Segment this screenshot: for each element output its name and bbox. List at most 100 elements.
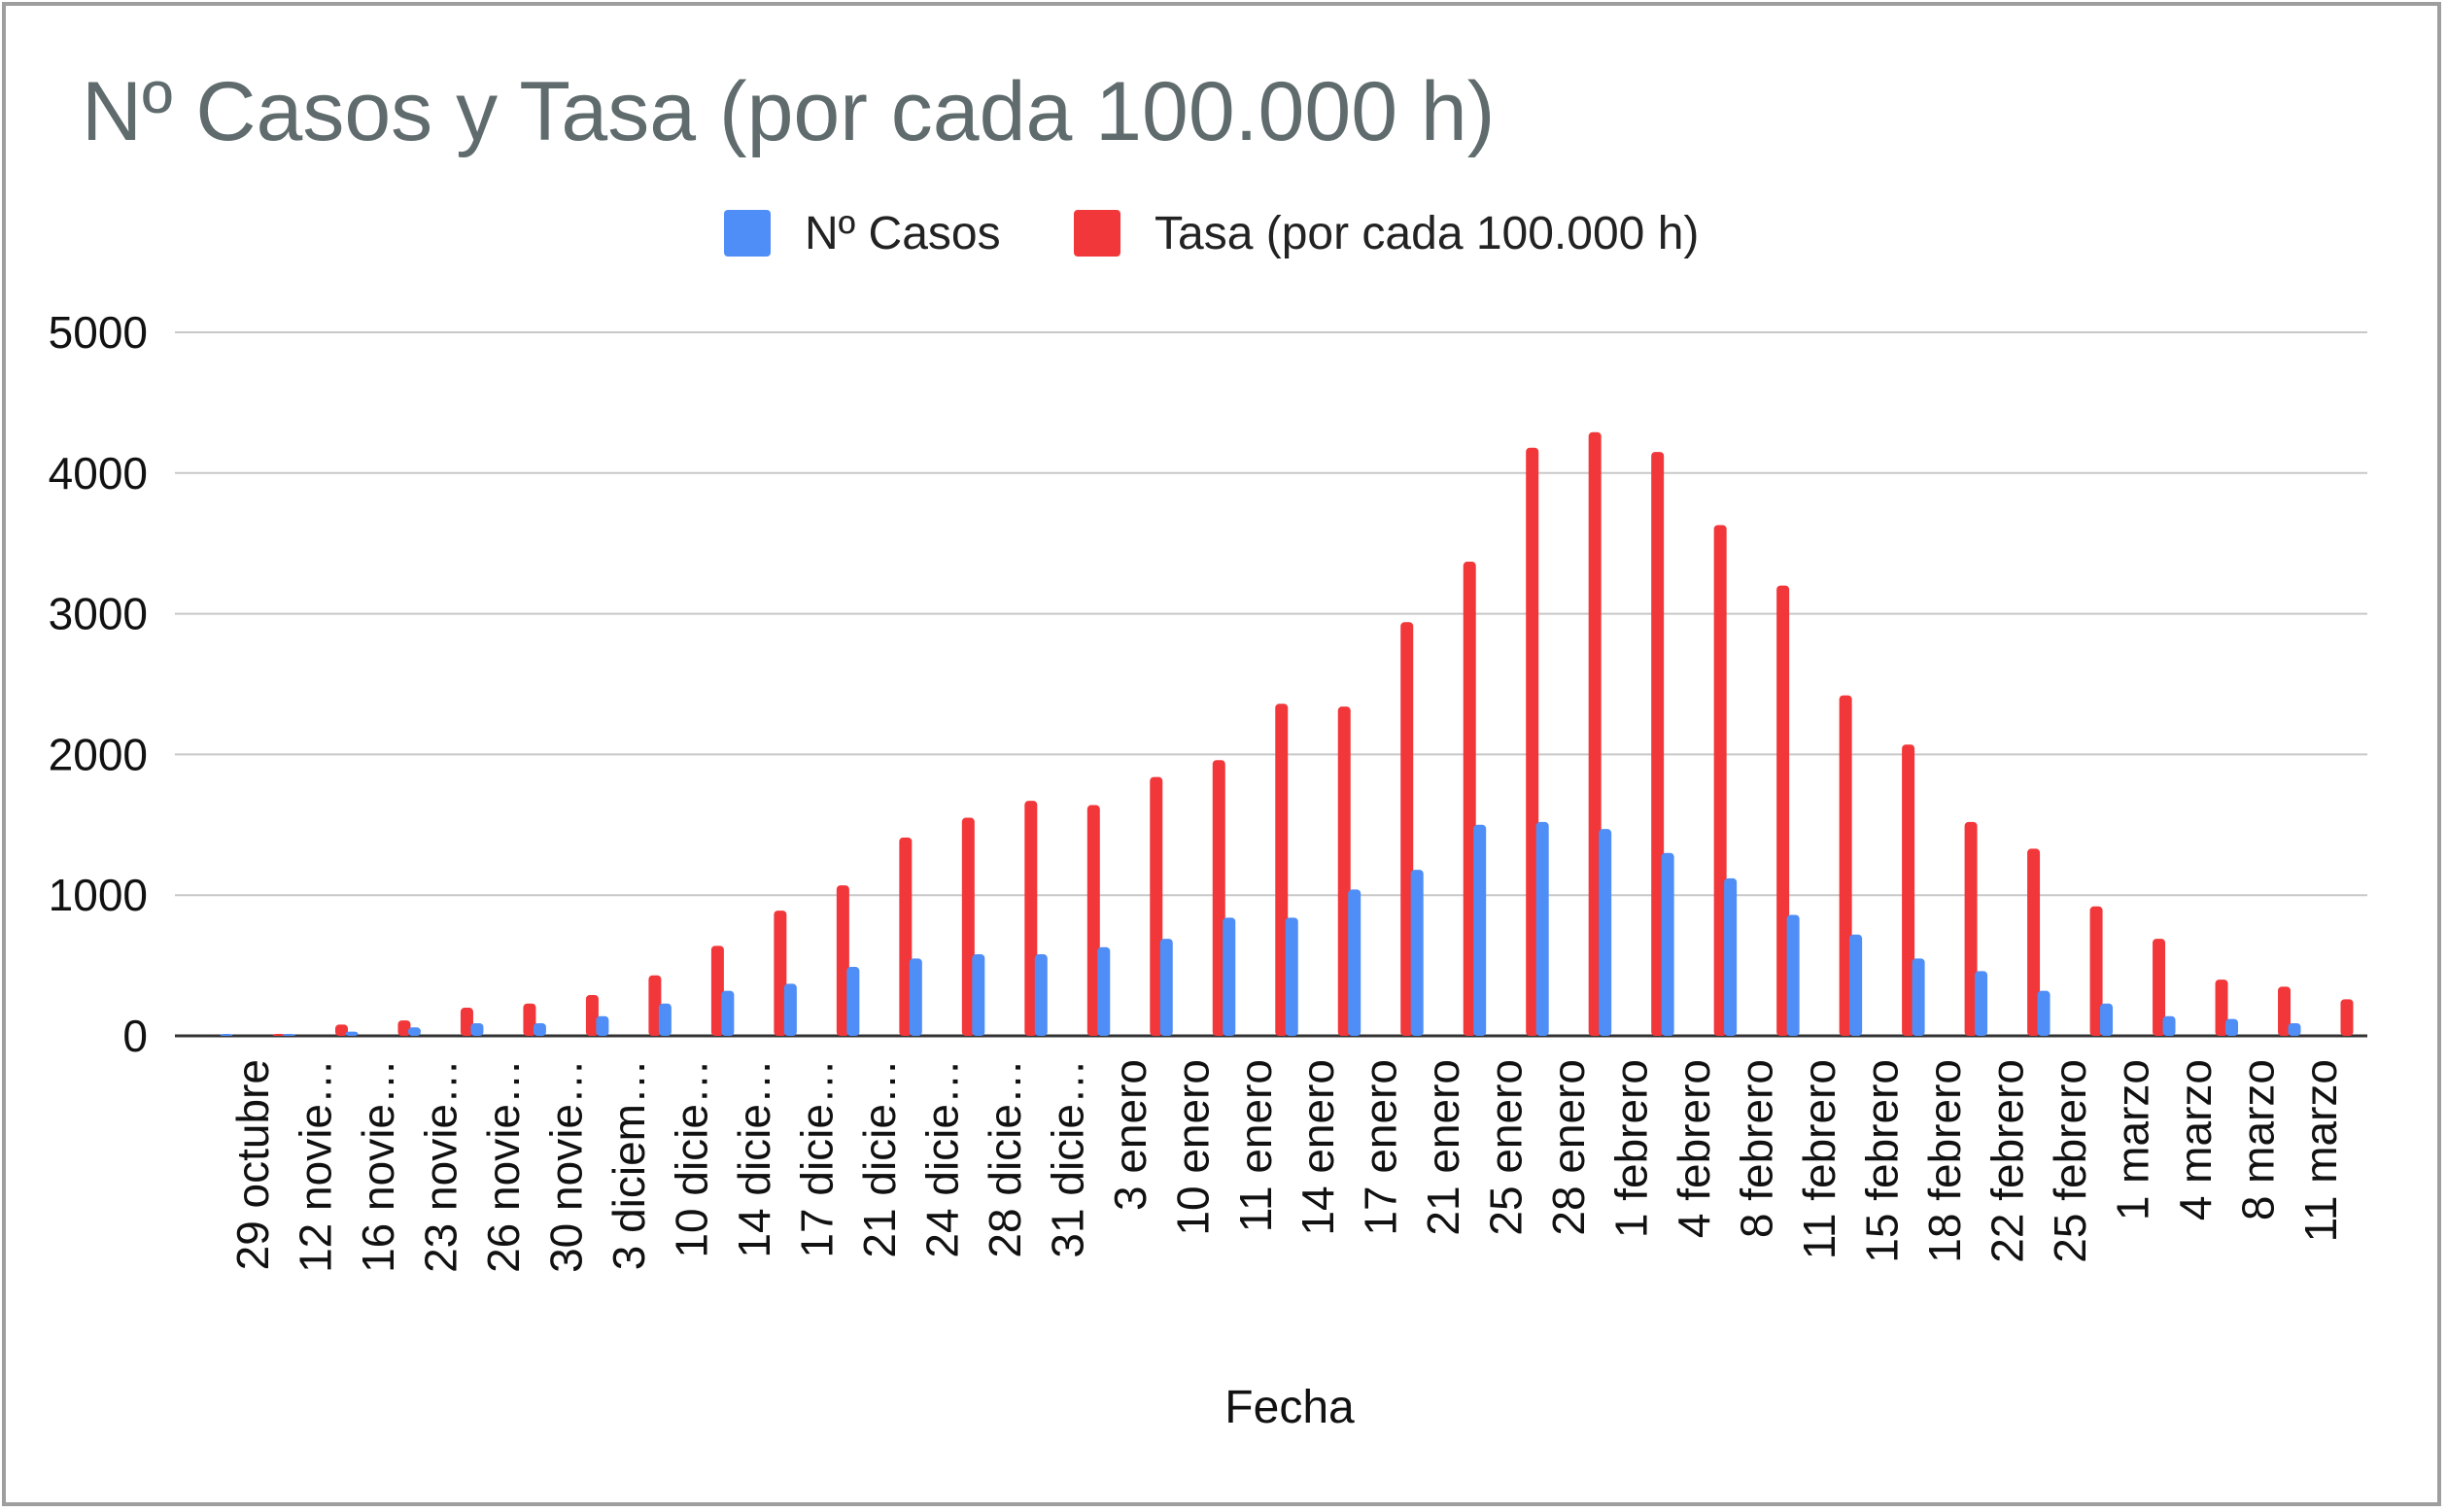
bar-rate xyxy=(2215,979,2228,1036)
bar-rate xyxy=(1902,744,1915,1036)
bar-cases xyxy=(783,983,797,1036)
bar-rate xyxy=(961,817,975,1036)
x-tick-label: 25 febrero xyxy=(2045,1059,2095,1263)
legend-swatch-rate xyxy=(1074,210,1120,257)
bar-rate xyxy=(710,945,724,1036)
y-axis-ticks: 0 1000 2000 3000 4000 5000 xyxy=(49,307,148,1061)
bar-rate xyxy=(523,1003,536,1036)
bar-cases xyxy=(1975,971,1988,1036)
x-tick-label: 26 novie… xyxy=(478,1059,529,1273)
x-tick-label: 11 febrero xyxy=(1794,1059,1844,1259)
bar-cases xyxy=(2225,1018,2239,1036)
bar-rate xyxy=(397,1020,411,1036)
bar-rate xyxy=(1024,801,1038,1036)
x-tick-label: 8 marzo xyxy=(2233,1059,2284,1220)
bar-rate xyxy=(1400,622,1414,1036)
bar-cases xyxy=(846,967,860,1036)
bar-cases xyxy=(1410,870,1424,1036)
y-tick-label: 1000 xyxy=(49,870,148,920)
x-tick-label: 25 enero xyxy=(1481,1059,1532,1236)
bar-cases xyxy=(407,1027,421,1036)
x-tick-label: 17 enero xyxy=(1356,1059,1406,1236)
x-tick-label: 3 diciem… xyxy=(603,1059,654,1270)
bar-rate xyxy=(1086,805,1100,1036)
x-tick-label: 12 novie… xyxy=(290,1059,340,1273)
bar-cases xyxy=(282,1034,295,1036)
bar-cases xyxy=(1724,877,1738,1036)
bar-rate xyxy=(1150,776,1163,1036)
y-tick-label: 3000 xyxy=(49,589,148,639)
bar-cases xyxy=(1223,917,1236,1036)
bar-cases xyxy=(1849,934,1863,1036)
x-tick-label: 17 dicie… xyxy=(791,1059,842,1258)
x-tick-label: 4 febrero xyxy=(1669,1059,1719,1238)
x-tick-label: 4 marzo xyxy=(2170,1059,2221,1220)
bar-cases xyxy=(1786,914,1800,1036)
x-tick-label: 14 dicie… xyxy=(729,1059,779,1258)
bar-rate xyxy=(1337,706,1351,1036)
bar-rate xyxy=(460,1008,473,1036)
bar-cases xyxy=(1473,824,1487,1036)
bar-rate xyxy=(1463,562,1476,1036)
x-tick-label: 24 dicie… xyxy=(916,1059,967,1258)
legend-swatch-cases xyxy=(724,210,771,257)
bar-cases xyxy=(1661,852,1674,1036)
bar-cases xyxy=(1912,958,1925,1036)
bar-rate xyxy=(1212,760,1225,1036)
legend-label-cases: Nº Casos xyxy=(805,208,1001,259)
bar-cases xyxy=(972,954,985,1036)
bar-cases xyxy=(1348,889,1361,1036)
legend-label-rate: Tasa (por cada 100.000 h) xyxy=(1155,208,1699,259)
bar-rate xyxy=(774,911,787,1036)
chart-title: Nº Casos y Tasa (por cada 100.000 h) xyxy=(82,65,1496,158)
bar-rate xyxy=(836,885,849,1036)
bar-cases xyxy=(658,1003,672,1036)
x-tick-label: 16 novie… xyxy=(353,1059,403,1273)
x-tick-label: 31 dicie… xyxy=(1042,1059,1092,1258)
bar-cases xyxy=(2162,1015,2176,1036)
bar-cases xyxy=(2037,990,2051,1036)
x-tick-label: 11 marzo xyxy=(2295,1059,2346,1242)
x-tick-label: 1 marzo xyxy=(2108,1059,2158,1220)
x-tick-label: 18 febrero xyxy=(1919,1059,1970,1263)
bar-rate xyxy=(899,837,913,1036)
bar-rate xyxy=(648,975,662,1036)
bar-rate xyxy=(1275,704,1289,1036)
bar-cases xyxy=(533,1022,546,1036)
bar-rate xyxy=(1526,447,1539,1037)
bar-rate xyxy=(334,1024,348,1036)
x-tick-label: 30 novie… xyxy=(540,1059,591,1273)
bar-cases xyxy=(220,1034,233,1036)
bar-rate xyxy=(2278,986,2292,1036)
x-tick-label: 21 dicie… xyxy=(854,1059,905,1258)
x-tick-label: 10 dicie… xyxy=(666,1059,716,1258)
x-tick-label: 23 novie… xyxy=(415,1059,465,1273)
bar-rate xyxy=(272,1034,286,1036)
bar-cases xyxy=(2100,1003,2114,1036)
y-tick-label: 2000 xyxy=(49,729,148,779)
bar-cases xyxy=(1599,829,1612,1036)
bar-cases xyxy=(1285,917,1298,1036)
bar-rate xyxy=(1588,431,1602,1037)
x-tick-label: 29 octubre xyxy=(227,1059,278,1270)
x-tick-label: 11 enero xyxy=(1230,1059,1281,1232)
bar-rate xyxy=(1964,821,1978,1036)
x-axis-title: Fecha xyxy=(1224,1382,1355,1433)
y-tick-label: 0 xyxy=(122,1011,148,1061)
bar-rate xyxy=(1713,525,1727,1036)
bar-cases xyxy=(721,990,735,1036)
bar-rate xyxy=(585,995,599,1036)
x-tick-label: 22 febrero xyxy=(1982,1059,2033,1263)
bar-cases xyxy=(1097,946,1111,1036)
y-tick-label: 4000 xyxy=(49,448,148,498)
bar-rate xyxy=(2089,906,2103,1036)
bars xyxy=(220,431,2354,1037)
bar-rate xyxy=(1651,452,1665,1037)
bar-rate xyxy=(1839,695,1852,1036)
x-tick-label: 28 enero xyxy=(1543,1059,1594,1236)
legend: Nº Casos Tasa (por cada 100.000 h) xyxy=(724,208,1699,259)
bar-cases xyxy=(909,958,922,1036)
x-tick-label: 8 febrero xyxy=(1732,1059,1782,1238)
bar-cases xyxy=(2288,1022,2301,1036)
